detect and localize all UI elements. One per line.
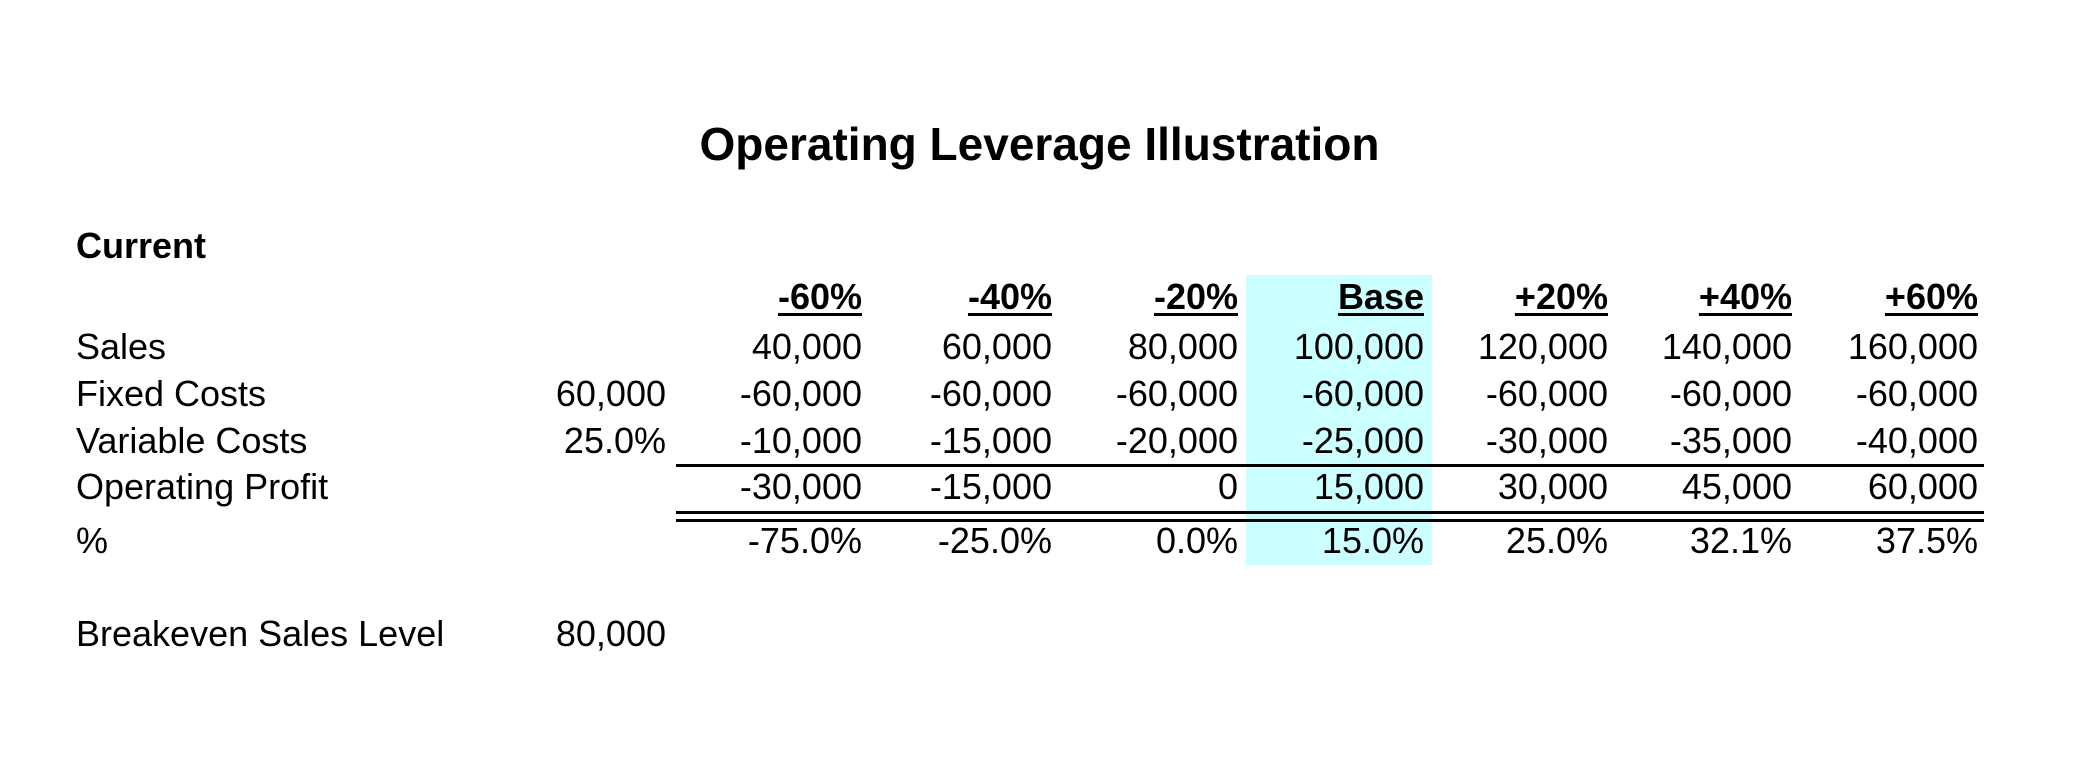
input-fixed-costs: 60,000 bbox=[555, 373, 666, 414]
value-cell: -60,000 bbox=[1301, 373, 1424, 414]
breakeven-value: 80,000 bbox=[555, 613, 666, 654]
value-cell: 15.0% bbox=[1321, 520, 1424, 561]
breakeven-label: Breakeven Sales Level bbox=[76, 613, 445, 654]
value-cell: -30,000 bbox=[739, 466, 862, 507]
value-cell: -30,000 bbox=[1485, 420, 1608, 461]
value-cell: -20,000 bbox=[1115, 420, 1238, 461]
value-cell: 160,000 bbox=[1847, 326, 1978, 367]
value-cell: -10,000 bbox=[739, 420, 862, 461]
value-cell: 40,000 bbox=[751, 326, 862, 367]
value-cell: 100,000 bbox=[1293, 326, 1424, 367]
value-cell: -35,000 bbox=[1669, 420, 1792, 461]
column-header: +40% bbox=[1698, 276, 1792, 317]
value-cell: -60,000 bbox=[1485, 373, 1608, 414]
value-cell: 80,000 bbox=[1127, 326, 1238, 367]
value-cell: 45,000 bbox=[1681, 466, 1792, 507]
value-cell: 25.0% bbox=[1505, 520, 1608, 561]
section-label: Current bbox=[76, 225, 207, 266]
value-cell: -25.0% bbox=[937, 520, 1052, 561]
subtotal-rule bbox=[676, 464, 1984, 467]
column-header: +60% bbox=[1884, 276, 1978, 317]
value-cell: 140,000 bbox=[1661, 326, 1792, 367]
value-cell: 0.0% bbox=[1155, 520, 1238, 561]
value-cell: -15,000 bbox=[929, 466, 1052, 507]
value-cell: -60,000 bbox=[739, 373, 862, 414]
row-label-operating-profit: Operating Profit bbox=[76, 466, 329, 507]
row-label-fixed-costs: Fixed Costs bbox=[76, 373, 267, 414]
page-title: Operating Leverage Illustration bbox=[0, 117, 2079, 171]
column-header: +20% bbox=[1514, 276, 1608, 317]
value-cell: -25,000 bbox=[1301, 420, 1424, 461]
value-cell: 0 bbox=[1217, 466, 1238, 507]
value-cell: -60,000 bbox=[929, 373, 1052, 414]
row-label-sales: Sales bbox=[76, 326, 167, 367]
row-label-percent: % bbox=[76, 520, 109, 561]
column-header: -20% bbox=[1153, 276, 1238, 317]
value-cell: 120,000 bbox=[1477, 326, 1608, 367]
row-label-variable-costs: Variable Costs bbox=[76, 420, 308, 461]
value-cell: 32.1% bbox=[1689, 520, 1792, 561]
value-cell: 60,000 bbox=[1867, 466, 1978, 507]
column-header: -60% bbox=[777, 276, 862, 317]
value-cell: -60,000 bbox=[1669, 373, 1792, 414]
value-cell: -40,000 bbox=[1855, 420, 1978, 461]
value-cell: -60,000 bbox=[1115, 373, 1238, 414]
column-header: Base bbox=[1337, 276, 1424, 317]
value-cell: -60,000 bbox=[1855, 373, 1978, 414]
value-cell: 30,000 bbox=[1497, 466, 1608, 507]
value-cell: -15,000 bbox=[929, 420, 1052, 461]
value-cell: 60,000 bbox=[941, 326, 1052, 367]
base-column-highlight bbox=[1246, 275, 1432, 565]
input-variable-costs: 25.0% bbox=[563, 420, 666, 461]
value-cell: 15,000 bbox=[1313, 466, 1424, 507]
title-text: Operating Leverage Illustration bbox=[699, 118, 1380, 170]
value-cell: 37.5% bbox=[1875, 520, 1978, 561]
value-cell: -75.0% bbox=[747, 520, 862, 561]
column-header: -40% bbox=[967, 276, 1052, 317]
total-double-rule bbox=[676, 511, 1984, 522]
